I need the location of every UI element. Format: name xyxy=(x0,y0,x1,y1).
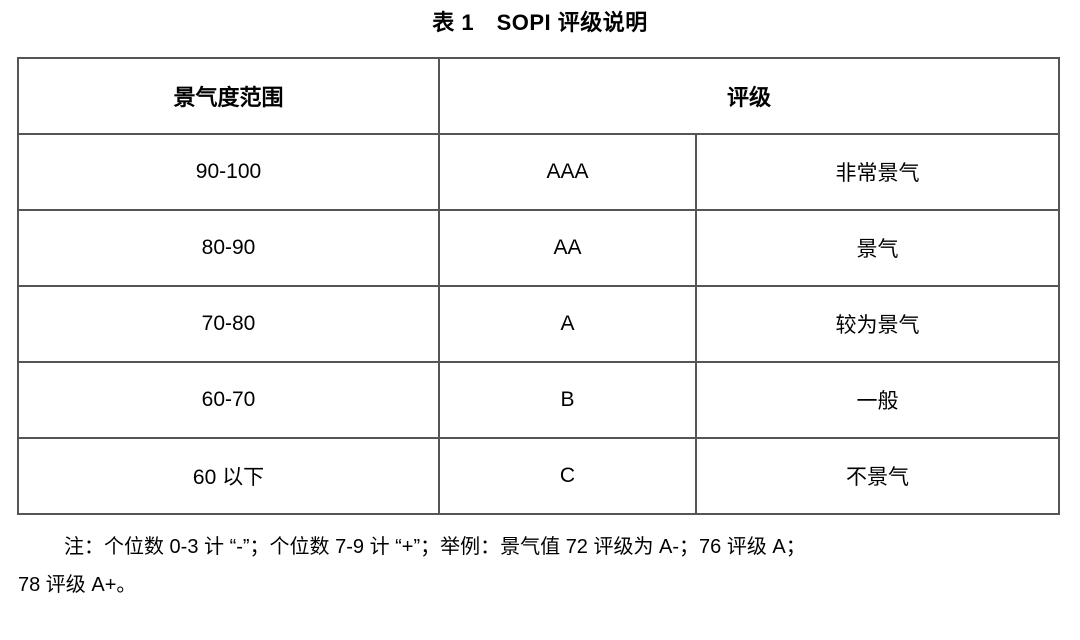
table-body: 90-100 AAA 非常景气 80-90 AA 景气 70-80 A 较为景气… xyxy=(17,133,1061,515)
table-row: 60 以下 C 不景气 xyxy=(17,437,1061,515)
table-row: 70-80 A 较为景气 xyxy=(17,285,1061,363)
cell-grade: AAA xyxy=(438,133,697,211)
cell-grade: AA xyxy=(438,209,697,287)
column-header-rating: 评级 xyxy=(437,57,1061,135)
page-title: 表 1 SOPI 评级说明 xyxy=(432,10,648,35)
footnote-line-1: 注：个位数 0-3 计 “-”；个位数 7-9 计 “+”；举例：景气值 72 … xyxy=(64,536,806,558)
sopi-rating-table: 景气度范围 评级 90-100 AAA 非常景气 80-90 AA 景气 70-… xyxy=(17,57,1061,515)
table-header: 景气度范围 评级 xyxy=(17,57,1061,135)
table-row: 60-70 B 一般 xyxy=(17,361,1061,439)
cell-grade: C xyxy=(438,437,697,515)
cell-range: 80-90 xyxy=(17,209,440,287)
cell-description: 较为景气 xyxy=(694,285,1061,363)
table-footnote: 注：个位数 0-3 计 “-”；个位数 7-9 计 “+”；举例：景气值 72 … xyxy=(18,528,1066,604)
cell-range: 60 以下 xyxy=(17,437,440,515)
cell-range: 90-100 xyxy=(17,133,440,211)
table-header-row: 景气度范围 评级 xyxy=(17,57,1061,135)
cell-description: 非常景气 xyxy=(694,133,1061,211)
table-row: 90-100 AAA 非常景气 xyxy=(17,133,1061,211)
column-header-range: 景气度范围 xyxy=(17,57,440,135)
cell-grade: B xyxy=(438,361,697,439)
cell-grade: A xyxy=(438,285,697,363)
footnote-line-2: 78 评级 A+。 xyxy=(18,574,137,596)
cell-description: 一般 xyxy=(694,361,1061,439)
table-row: 80-90 AA 景气 xyxy=(17,209,1061,287)
cell-range: 70-80 xyxy=(17,285,440,363)
cell-range: 60-70 xyxy=(17,361,440,439)
cell-description: 景气 xyxy=(694,209,1061,287)
cell-description: 不景气 xyxy=(694,437,1061,515)
